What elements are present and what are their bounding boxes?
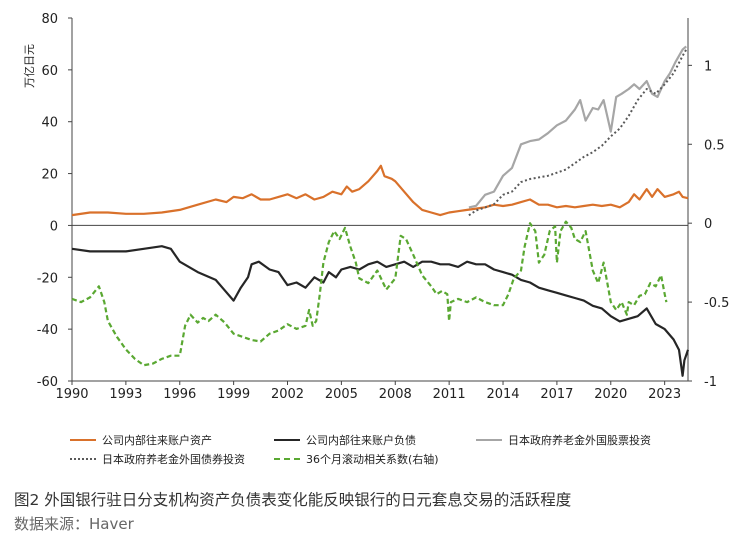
legend-swatch-correlation bbox=[274, 458, 300, 460]
x-tick-label: 1999 bbox=[217, 387, 250, 402]
right-tick-label: 1 bbox=[704, 59, 712, 74]
chart-legend: 公司内部往来账户资产 公司内部往来账户负债 日本政府养老金外国股票投资 日本政府… bbox=[0, 430, 739, 470]
y-axis-label: 万亿日元 bbox=[23, 44, 36, 88]
legend-swatch-gpif-bonds bbox=[70, 458, 96, 460]
right-tick-label: -1 bbox=[704, 375, 717, 390]
data-source: 数据来源：Haver bbox=[14, 515, 134, 533]
x-tick-label: 1996 bbox=[163, 387, 196, 402]
x-tick-label: 2002 bbox=[271, 387, 304, 402]
legend-label-liabilities: 公司内部往来账户负债 bbox=[306, 434, 416, 447]
left-tick-label: 20 bbox=[41, 168, 58, 183]
x-tick-label: 2011 bbox=[433, 387, 466, 402]
series-line-1 bbox=[71, 245, 690, 377]
legend-label-gpif-stocks: 日本政府养老金外国股票投资 bbox=[508, 434, 651, 447]
legend-item-liabilities: 公司内部往来账户负债 bbox=[274, 432, 416, 448]
legend-swatch-gpif-stocks bbox=[476, 439, 502, 441]
x-tick-label: 1990 bbox=[55, 387, 88, 402]
right-tick-label: -0.5 bbox=[704, 296, 729, 311]
figure-caption: 图2 外国银行驻日分支机构资产负债表变化能反映银行的日元套息交易的活跃程度 bbox=[14, 491, 572, 509]
series-line-4 bbox=[71, 220, 668, 367]
series-line-2 bbox=[468, 45, 687, 209]
right-tick-label: 0 bbox=[704, 217, 712, 232]
legend-label-correlation: 36个月滚动相关系数(右轴) bbox=[306, 453, 439, 466]
legend-label-gpif-bonds: 日本政府养老金外国债券投资 bbox=[102, 453, 245, 466]
legend-swatch-liabilities bbox=[274, 439, 300, 441]
legend-item-correlation: 36个月滚动相关系数(右轴) bbox=[274, 451, 439, 467]
legend-swatch-assets bbox=[70, 439, 96, 441]
x-tick-label: 2005 bbox=[325, 387, 358, 402]
left-tick-label: 40 bbox=[41, 116, 58, 131]
left-tick-label: -60 bbox=[37, 375, 58, 390]
legend-item-gpif-bonds: 日本政府养老金外国债券投资 bbox=[70, 451, 245, 467]
x-tick-label: 2008 bbox=[379, 387, 412, 402]
legend-label-assets: 公司内部往来账户资产 bbox=[102, 434, 212, 447]
legend-item-assets: 公司内部往来账户资产 bbox=[70, 432, 212, 448]
left-tick-label: -40 bbox=[37, 323, 58, 338]
x-tick-label: 2020 bbox=[594, 387, 627, 402]
right-tick-label: 0.5 bbox=[704, 138, 725, 153]
left-tick-label: 80 bbox=[41, 12, 58, 27]
legend-item-gpif-stocks: 日本政府养老金外国股票投资 bbox=[476, 432, 651, 448]
left-tick-label: 0 bbox=[50, 219, 58, 234]
series-line-3 bbox=[468, 49, 688, 217]
series-line-0 bbox=[71, 164, 689, 217]
chart-series-layer bbox=[71, 45, 690, 377]
x-tick-label: 2014 bbox=[486, 387, 519, 402]
x-tick-label: 2017 bbox=[540, 387, 573, 402]
chart-svg: -60 -40 -20 0 20 40 60 80 -1 -0.5 0 0.5 1 1990 1993 199… bbox=[23, 12, 730, 402]
chart-tick-labels: -60 -40 -20 0 20 40 60 80 -1 -0.5 0 0.5 1 1990 1993 199… bbox=[37, 12, 730, 402]
chart-axes bbox=[68, 17, 692, 385]
left-tick-label: 60 bbox=[41, 64, 58, 79]
x-tick-label: 2023 bbox=[648, 387, 681, 402]
x-tick-label: 1993 bbox=[109, 387, 142, 402]
left-tick-label: -20 bbox=[37, 271, 58, 286]
